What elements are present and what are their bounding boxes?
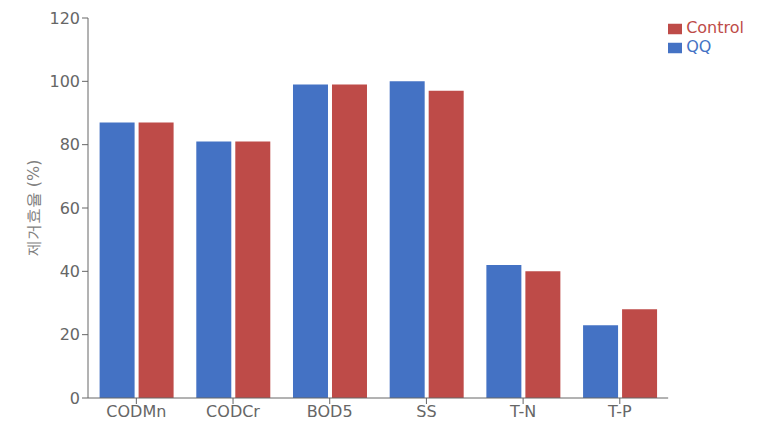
html-text:Control: Control: [686, 18, 744, 37]
svg-text:T-P: T-P: [607, 402, 632, 421]
svg-text:120: 120: [49, 9, 80, 28]
svg-text:T-N: T-N: [509, 402, 536, 421]
svg-text:SS: SS: [416, 402, 436, 421]
svg-text:CODMn: CODMn: [106, 402, 166, 421]
svg-text:20: 20: [60, 325, 80, 344]
svg-text:0: 0: [70, 389, 80, 408]
svg-text:80: 80: [60, 135, 80, 154]
html-text:QQ: QQ: [686, 37, 712, 56]
svg-text:60: 60: [60, 199, 80, 218]
svg-text:CODCr: CODCr: [206, 402, 260, 421]
svg-text:제거효율 (%): 제거효율 (%): [24, 160, 43, 257]
svg-text:40: 40: [60, 262, 80, 281]
svg-text:BOD5: BOD5: [307, 402, 353, 421]
svg-text:100: 100: [49, 72, 80, 91]
